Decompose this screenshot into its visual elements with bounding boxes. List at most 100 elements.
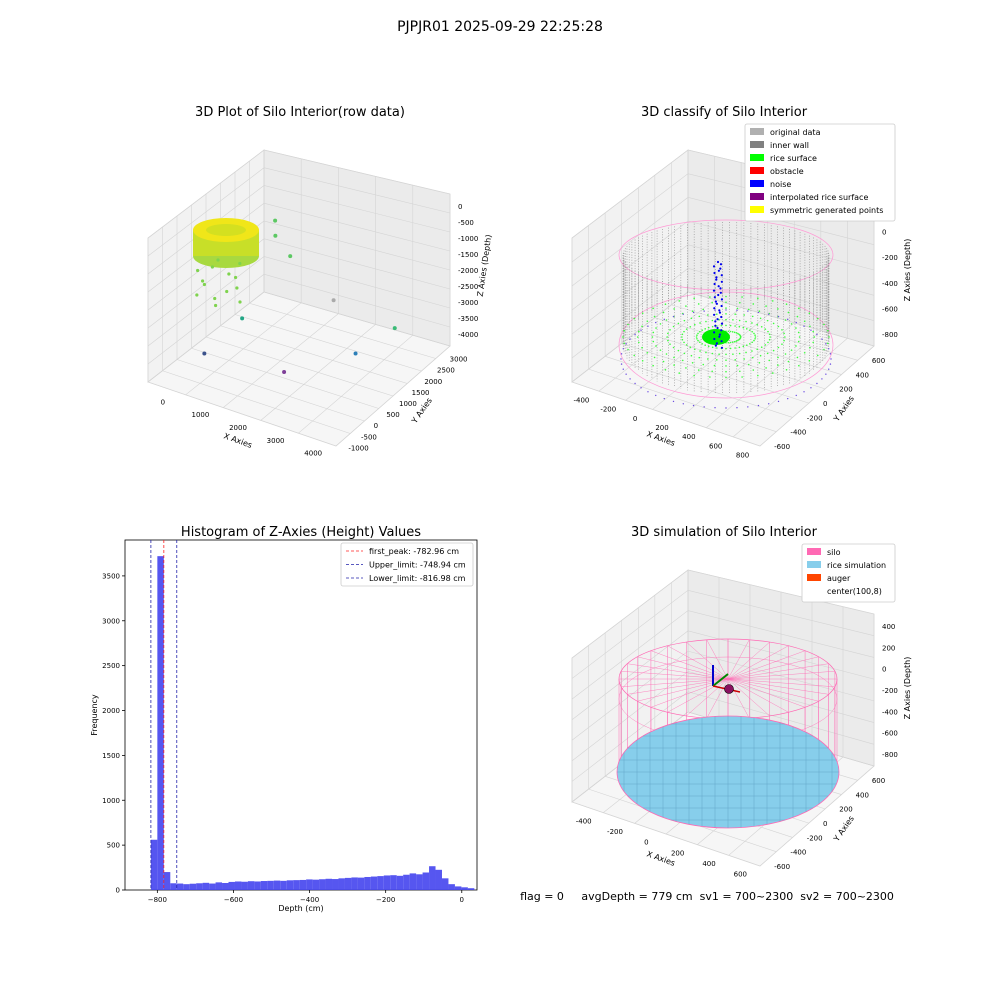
panel1-y-tick-5: 1500 — [412, 389, 430, 397]
panel2-surface-pt-6-9 — [741, 376, 743, 378]
panel2-surface-pt-3-7 — [751, 356, 754, 359]
panel3-y-tick-4: 2000 — [102, 707, 120, 715]
panel2-noise-col-34 — [718, 335, 721, 338]
panel3-bar-3 — [170, 883, 177, 890]
panel2-surface-pt-5-24 — [653, 315, 656, 318]
panel2-noise-col-35 — [713, 337, 716, 341]
panel4-center-marker — [724, 684, 734, 694]
panel3-bar-34 — [370, 876, 378, 890]
panel1-z-tick-6: -3000 — [458, 299, 478, 307]
panel2-surface-pt-6-17 — [633, 354, 636, 357]
panel2-surface-pt-2-4 — [760, 346, 763, 349]
panel2-surface-pt-1-23 — [698, 330, 701, 333]
panel2-noise-ring-31 — [620, 353, 623, 355]
panel3-y-tick-5: 2500 — [102, 662, 120, 670]
panel3-bar-36 — [383, 875, 391, 890]
panel2-surface-pt-3-18 — [669, 343, 671, 345]
panel2-legend-swatch-4 — [750, 180, 764, 187]
panel2-noise-ring-11 — [768, 403, 770, 405]
panel2-surface-pt-1-15 — [704, 344, 706, 346]
panel3-bar-22 — [293, 880, 300, 890]
panel2-surface-pt-2-12 — [711, 352, 714, 355]
panel3-legend-label-1: Upper_limit: -748.94 cm — [369, 561, 466, 570]
panel4-y-tick-2: -200 — [807, 834, 823, 842]
panel1-y-tick-0: -1000 — [348, 444, 368, 452]
panel2-noise-ring-44 — [714, 309, 716, 311]
panel2-surface-pt-3-0 — [784, 336, 786, 338]
panel1-z-label: Z Axies (Depth) — [476, 234, 494, 297]
panel2-surface-pt-5-13 — [685, 367, 687, 369]
panel2-noise-col-38 — [714, 344, 717, 347]
panel2-x-tick-2: 0 — [633, 415, 637, 423]
panel2-surface-pt-3-39 — [783, 332, 785, 335]
panel-simulation-3d: 3D simulation of Silo Interior -400-2000… — [571, 525, 912, 879]
panel2-noise-ring-10 — [777, 400, 780, 403]
panel2-surface-pt-3-6 — [759, 354, 762, 357]
panel3-bar-44 — [435, 869, 442, 890]
panel1-cluster-drip-9 — [225, 289, 229, 294]
panel2-surface-pt-4-0 — [798, 336, 801, 338]
panel2-surface-pt-3-1 — [783, 339, 785, 342]
panel2-legend-swatch-6 — [750, 206, 764, 213]
panel2-surface-pt-0-5 — [735, 340, 738, 342]
panel2-surface-pt-3-36 — [772, 322, 775, 325]
panel2-surface-pt-4-22 — [655, 327, 657, 329]
panel4-y-tick-3: 0 — [823, 820, 827, 828]
panel2-noise-ring-21 — [663, 397, 665, 400]
panel2-x-tick-5: 600 — [709, 442, 722, 450]
panel4-silo-spoke-11 — [667, 678, 729, 713]
panel4-silo-spoke-22 — [686, 641, 729, 680]
panel2-surface-pt-3-21 — [667, 332, 669, 335]
panel2-noise-col-14 — [719, 291, 722, 294]
panel2-surface-pt-4-14 — [681, 359, 684, 362]
panel3-x-tick-4: 0 — [460, 896, 464, 904]
panel2-surface-pt-5-19 — [638, 341, 640, 344]
panel2-surface-pt-5-26 — [673, 308, 675, 310]
panel1-point-8 — [282, 370, 287, 375]
panel2-surface-pt-3-17 — [672, 346, 675, 349]
panel2-surface-pt-2-8 — [738, 352, 741, 355]
panel2-surface-pt-4-11 — [713, 364, 716, 367]
panel2-noise-col-2 — [712, 265, 716, 268]
panel2-surface-pt-1-21 — [696, 334, 698, 336]
panel2-surface-pt-6-30 — [725, 295, 727, 298]
panel2-noise-col-6 — [720, 274, 723, 277]
panel2-surface-pt-6-36 — [808, 312, 811, 314]
panel3-bar-17 — [260, 881, 268, 890]
panel2-noise-ring-35 — [634, 333, 636, 336]
panel2-surface-pt-1-20 — [695, 336, 698, 338]
panel2-surface-pt-4-20 — [651, 336, 654, 338]
panel3-x-tick-3: −200 — [376, 896, 395, 904]
panel1-cluster-drip-10 — [195, 293, 199, 297]
panel2-noise-col-37 — [715, 342, 719, 345]
panel2-surface-pt-2-14 — [699, 350, 701, 352]
panel2-y-tick-4: 200 — [839, 386, 852, 394]
panel2-surface-pt-1-32 — [734, 325, 736, 327]
panel1-point-7 — [202, 351, 207, 356]
panel2-surface-pt-6-14 — [664, 368, 667, 371]
panel2-title: 3D classify of Silo Interior — [641, 105, 808, 120]
panel3-bar-20 — [280, 880, 287, 890]
panel2-surface-pt-3-20 — [666, 336, 668, 338]
panel2-noise-col-25 — [720, 315, 723, 319]
panel2-x-label: X Axies — [645, 429, 676, 448]
panel2-noise-col-19 — [715, 302, 718, 305]
panel3-bar-23 — [299, 879, 307, 890]
panel2-noise-ring-55 — [816, 333, 818, 336]
panel2-noise-col-11 — [717, 285, 720, 288]
panel2-surface-pt-0-34 — [733, 331, 736, 334]
panel2-surface-pt-2-2 — [767, 341, 769, 344]
panel3-bar-42 — [422, 872, 430, 890]
panel2-surface-pt-4-28 — [702, 308, 705, 311]
panel2-noise-ring-52 — [795, 321, 797, 324]
panel4-x-tick-5: 600 — [734, 871, 747, 879]
panel2-surface-pt-2-26 — [699, 322, 701, 324]
panel3-bar-24 — [306, 879, 313, 890]
panel1-z-tick-1: -500 — [458, 219, 474, 227]
panel2-surface-pt-4-17 — [659, 349, 662, 351]
panel3-bar-43 — [429, 866, 436, 890]
panel2-noise-ring-59 — [829, 353, 832, 355]
panel3-bar-19 — [273, 880, 281, 890]
panel2-surface-pt-3-2 — [781, 343, 783, 345]
panel2-noise-ring-42 — [692, 311, 695, 314]
